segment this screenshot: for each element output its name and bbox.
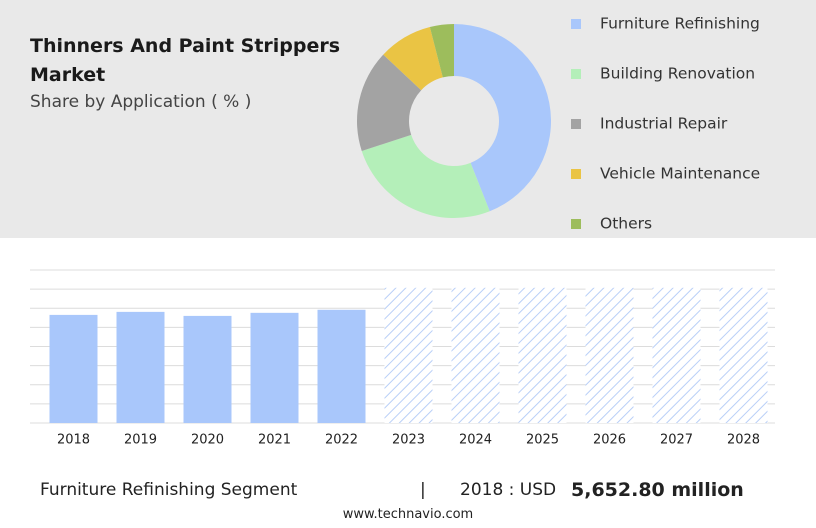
donut-segment	[361, 134, 490, 218]
legend-swatch	[571, 69, 581, 79]
footer-value: 5,652.80 million	[571, 479, 744, 501]
footer-url: www.technavio.com	[342, 507, 474, 522]
chart-subtitle: Share by Application ( % )	[30, 92, 252, 112]
forecast-bar	[451, 287, 500, 423]
legend-swatch	[571, 119, 581, 129]
x-tick-label: 2023	[392, 433, 425, 448]
legend-swatch	[571, 219, 581, 229]
legend-label: Others	[600, 215, 652, 233]
chart-title: Thinners And Paint Strippers Market	[30, 35, 341, 86]
footer-segment: Furniture Refinishing Segment	[40, 480, 298, 500]
legend-swatch	[571, 169, 581, 179]
x-tick-label: 2025	[526, 433, 559, 448]
x-tick-label: 2028	[727, 433, 760, 448]
forecast-bar	[652, 287, 701, 423]
donut-segment	[383, 27, 443, 91]
x-tick-label: 2018	[57, 433, 90, 448]
legend-label: Furniture Refinishing	[600, 15, 760, 33]
x-tick-label: 2026	[593, 433, 626, 448]
x-tick-label: 2021	[258, 433, 291, 448]
x-tick-label: 2019	[124, 433, 157, 448]
donut-segment	[357, 54, 422, 151]
bar	[250, 312, 299, 423]
bar	[116, 311, 165, 423]
legend-label: Building Renovation	[600, 65, 755, 83]
bar	[183, 315, 232, 423]
legend-label: Industrial Repair	[600, 115, 728, 133]
bar	[317, 309, 366, 423]
donut-segment	[429, 24, 454, 78]
x-tick-label: 2024	[459, 433, 492, 448]
forecast-bar	[384, 287, 433, 423]
forecast-bar	[585, 287, 634, 423]
x-tick-label: 2020	[191, 433, 224, 448]
forecast-bar	[719, 287, 768, 423]
footer-separator: |	[420, 480, 426, 500]
bar	[49, 314, 98, 423]
donut-segment	[454, 24, 551, 212]
x-tick-label: 2022	[325, 433, 358, 448]
forecast-bar	[518, 287, 567, 423]
legend-swatch	[571, 19, 581, 29]
footer-year: 2018 : USD	[460, 480, 557, 500]
legend-label: Vehicle Maintenance	[600, 165, 760, 183]
x-tick-label: 2027	[660, 433, 693, 448]
